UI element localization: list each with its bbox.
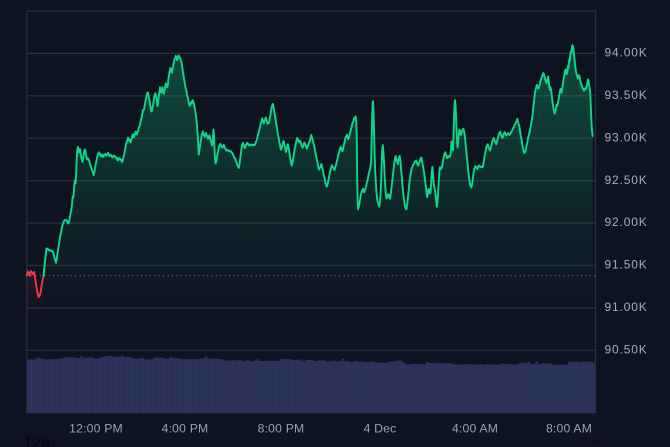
svg-text:4:00 AM: 4:00 AM	[452, 421, 498, 435]
svg-text:8:00 AM: 8:00 AM	[546, 421, 592, 435]
svg-text:128: 128	[24, 435, 51, 447]
svg-text:12:00 PM: 12:00 PM	[69, 421, 123, 435]
svg-text:93.00K: 93.00K	[605, 130, 648, 144]
svg-text:4 Dec: 4 Dec	[364, 421, 397, 435]
svg-text:94.00K: 94.00K	[605, 46, 648, 60]
svg-text:18:24: 18:24	[578, 436, 601, 446]
svg-text:92.00K: 92.00K	[605, 215, 648, 229]
svg-text:4:00 PM: 4:00 PM	[162, 421, 209, 435]
svg-text:91.00K: 91.00K	[605, 300, 648, 314]
svg-text:91.50K: 91.50K	[605, 258, 648, 272]
svg-text:90.50K: 90.50K	[605, 342, 648, 356]
svg-text:92.50K: 92.50K	[605, 173, 648, 187]
svg-text:93.50K: 93.50K	[605, 88, 648, 102]
svg-text:8:00 PM: 8:00 PM	[258, 421, 305, 435]
